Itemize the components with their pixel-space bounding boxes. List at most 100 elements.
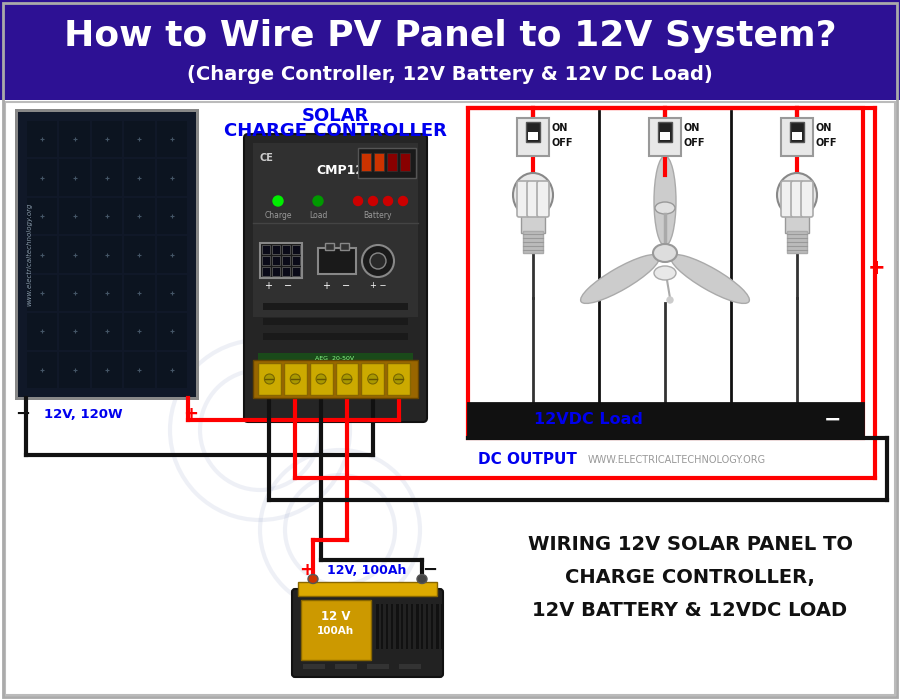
FancyBboxPatch shape (517, 181, 529, 217)
Bar (260, 243, 302, 278)
Text: CMP12: CMP12 (317, 164, 364, 176)
Circle shape (362, 245, 394, 277)
Bar (124, 313, 155, 349)
Text: −: − (824, 410, 842, 430)
Bar (441, 604, 443, 649)
Bar (387, 363, 410, 395)
Bar (421, 604, 423, 649)
Text: DC OUTPUT: DC OUTPUT (478, 452, 577, 468)
Text: ON: ON (815, 123, 832, 133)
Bar (325, 243, 334, 250)
Bar (523, 231, 543, 253)
Text: (Charge Controller, 12V Battery & 12V DC Load): (Charge Controller, 12V Battery & 12V DC… (187, 64, 713, 83)
Bar (27, 121, 58, 158)
Bar (124, 274, 155, 311)
Bar (272, 245, 280, 254)
Bar (367, 664, 389, 669)
Bar (253, 360, 418, 398)
Bar (59, 351, 90, 388)
Bar (27, 313, 58, 349)
Ellipse shape (654, 156, 676, 246)
Bar (124, 160, 155, 196)
Bar (59, 160, 90, 196)
Bar (436, 604, 438, 649)
Text: −: − (342, 281, 350, 291)
Bar (649, 118, 681, 156)
Text: ON: ON (683, 123, 699, 133)
Circle shape (370, 253, 386, 269)
Bar (468, 403, 863, 438)
Bar (59, 313, 90, 349)
Bar (124, 198, 155, 235)
Bar (157, 121, 187, 158)
Bar (335, 664, 357, 669)
Bar (272, 267, 280, 276)
Bar (401, 604, 402, 649)
Circle shape (342, 374, 352, 384)
Bar (521, 215, 545, 233)
FancyBboxPatch shape (781, 181, 793, 217)
Bar (262, 267, 270, 276)
Bar (92, 160, 122, 196)
Bar (258, 363, 281, 395)
Circle shape (399, 197, 408, 206)
Bar (5, 102, 895, 695)
FancyBboxPatch shape (527, 181, 539, 217)
Bar (781, 118, 813, 156)
Bar (157, 313, 187, 349)
FancyBboxPatch shape (292, 589, 443, 677)
Bar (263, 303, 408, 310)
Ellipse shape (653, 244, 677, 262)
Text: OFF: OFF (551, 138, 572, 148)
Bar (92, 313, 122, 349)
Circle shape (368, 374, 378, 384)
Bar (792, 132, 802, 140)
Bar (411, 604, 413, 649)
FancyBboxPatch shape (537, 181, 549, 217)
Bar (318, 248, 356, 274)
Circle shape (316, 374, 326, 384)
Bar (406, 604, 408, 649)
Bar (18, 112, 196, 397)
Bar (376, 604, 379, 649)
Bar (292, 245, 300, 254)
Bar (282, 267, 290, 276)
Text: 100Ah: 100Ah (317, 626, 355, 636)
Bar (301, 600, 371, 660)
Bar (284, 363, 307, 395)
Bar (59, 274, 90, 311)
Bar (124, 351, 155, 388)
Bar (528, 132, 538, 140)
Bar (361, 153, 371, 171)
Bar (253, 143, 418, 316)
Bar (124, 237, 155, 273)
FancyBboxPatch shape (244, 134, 427, 422)
Bar (416, 604, 418, 649)
Ellipse shape (308, 575, 318, 584)
Circle shape (313, 196, 323, 206)
Text: AEG  20-50V: AEG 20-50V (315, 356, 355, 361)
Bar (262, 245, 270, 254)
Circle shape (393, 374, 403, 384)
Bar (258, 353, 413, 365)
Bar (431, 604, 433, 649)
Circle shape (290, 374, 301, 384)
Ellipse shape (777, 173, 817, 217)
Text: CHARGE CONTROLLER: CHARGE CONTROLLER (224, 122, 447, 140)
Bar (263, 318, 408, 325)
Text: −: − (422, 561, 437, 579)
Bar (526, 122, 540, 142)
Text: OFF: OFF (815, 138, 836, 148)
Text: + −: + − (370, 281, 386, 290)
Bar (298, 582, 437, 596)
Bar (292, 267, 300, 276)
Bar (282, 245, 290, 254)
Bar (468, 108, 863, 438)
Bar (59, 237, 90, 273)
Ellipse shape (417, 575, 427, 584)
Bar (396, 604, 399, 649)
Bar (157, 237, 187, 273)
Bar (340, 243, 349, 250)
Circle shape (273, 196, 283, 206)
Bar (399, 664, 421, 669)
